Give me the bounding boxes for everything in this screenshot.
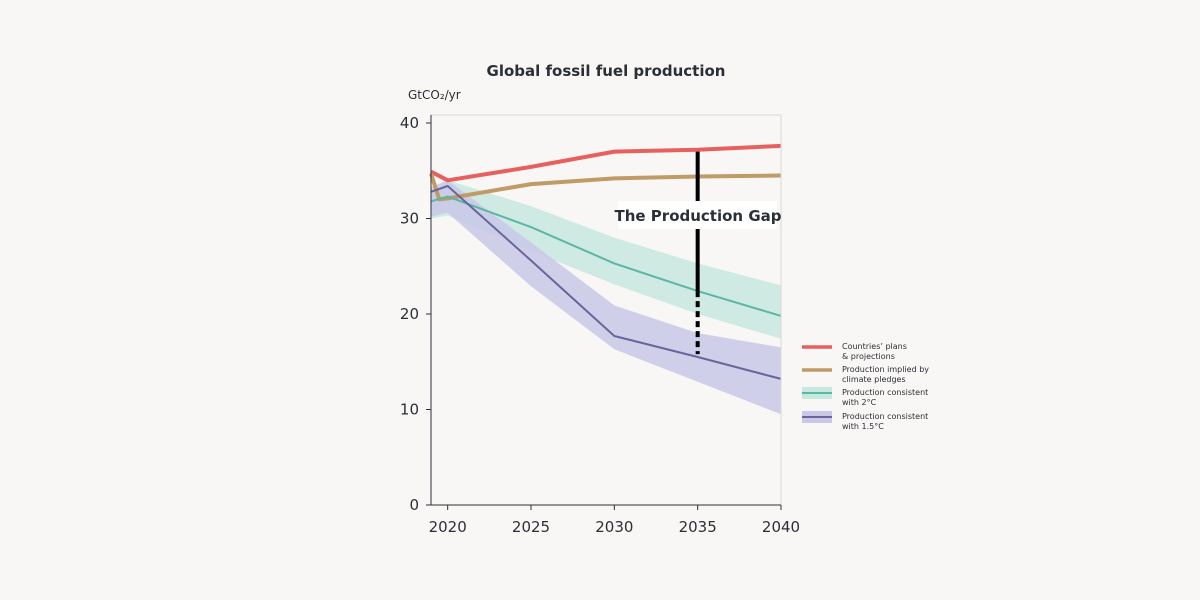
y-tick-label: 30 bbox=[400, 210, 419, 228]
legend-label: Production consistent bbox=[842, 412, 928, 421]
legend-label: with 2°C bbox=[842, 398, 877, 407]
line-series-0 bbox=[430, 143, 782, 183]
gap-label: The Production Gap bbox=[615, 207, 782, 225]
x-tick-label: 2030 bbox=[595, 518, 633, 536]
line-series-2 bbox=[430, 195, 782, 317]
legend-label: Production consistent bbox=[842, 388, 928, 397]
y-axis-unit: GtCO₂/yr bbox=[408, 88, 461, 102]
legend-label: & projections bbox=[842, 352, 895, 361]
y-tick-label: 0 bbox=[409, 496, 419, 514]
legend-label: Countries’ plans bbox=[842, 342, 907, 351]
x-tick-label: 2025 bbox=[512, 518, 550, 536]
legend-label: Production implied by bbox=[842, 365, 929, 374]
legend: Countries’ plans& projections Production … bbox=[802, 342, 929, 431]
x-tick-label: 2035 bbox=[679, 518, 717, 536]
line-series-3 bbox=[430, 185, 782, 380]
y-tick-label: 20 bbox=[400, 305, 419, 323]
y-tick-label: 40 bbox=[400, 114, 419, 132]
legend-label: with 1.5°C bbox=[842, 422, 884, 431]
gap-label-background bbox=[618, 201, 777, 229]
legend-label: climate pledges bbox=[842, 375, 906, 384]
x-tick-label: 2020 bbox=[429, 518, 467, 536]
x-tick-label: 2040 bbox=[762, 518, 800, 536]
production-gap-annotation: The Production Gap bbox=[615, 151, 782, 355]
chart-title: Global fossil fuel production bbox=[487, 62, 726, 80]
y-tick-label: 10 bbox=[400, 401, 419, 419]
